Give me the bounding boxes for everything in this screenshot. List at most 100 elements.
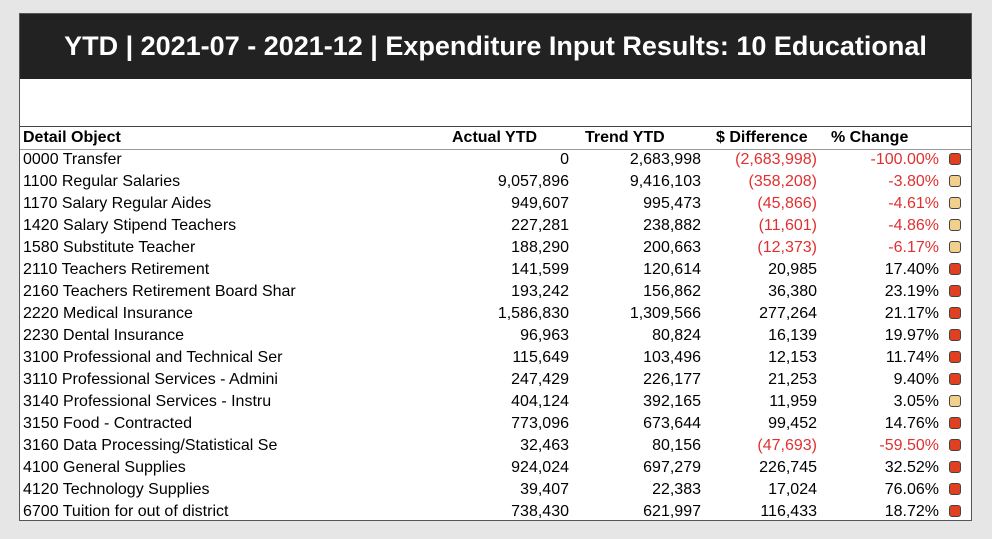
dollar-difference-cell: 11,959 xyxy=(769,393,817,410)
table-row: 3160 Data Processing/Statistical Se 32,46… xyxy=(20,435,971,457)
detail-object-cell: 3140 Professional Services - Instru xyxy=(23,393,272,410)
dollar-difference-cell: 16,139 xyxy=(768,327,817,344)
dollar-difference-cell: 20,985 xyxy=(768,261,817,278)
dollar-difference-cell: 226,745 xyxy=(759,459,817,476)
table-row: 1420 Salary Stipend Teachers 227,281 238,8… xyxy=(20,215,971,237)
actual-ytd-cell: 9,057,896 xyxy=(497,173,569,190)
detail-object-cell: 2160 Teachers Retirement Board Shar xyxy=(23,283,296,300)
table-body: 0000 Transfer 0 2,683,998 (2,683,998) -100.0… xyxy=(20,149,971,523)
detail-object-cell: 4120 Technology Supplies xyxy=(23,481,210,498)
status-indicator-icon xyxy=(949,153,961,165)
actual-ytd-cell: 39,407 xyxy=(520,481,569,498)
actual-ytd-cell: 32,463 xyxy=(520,437,569,454)
table-row: 4120 Technology Supplies 39,407 22,383 17,0… xyxy=(20,479,971,501)
header-detail-object: Detail Object xyxy=(23,129,121,146)
status-indicator-icon xyxy=(949,395,961,407)
detail-object-cell: 2110 Teachers Retirement xyxy=(23,261,210,278)
status-indicator-icon xyxy=(949,263,961,275)
table-row: 6700 Tuition for out of district 738,430 6… xyxy=(20,501,971,523)
table-row: 1580 Substitute Teacher 188,290 200,663 (12… xyxy=(20,237,971,259)
dollar-difference-cell: (358,208) xyxy=(748,173,818,190)
table-row: 2110 Teachers Retirement 141,599 120,614 20… xyxy=(20,259,971,281)
percent-change-cell: 3.05% xyxy=(893,393,939,410)
actual-ytd-cell: 0 xyxy=(560,151,569,168)
trend-ytd-cell: 621,997 xyxy=(643,503,701,520)
actual-ytd-cell: 404,124 xyxy=(511,393,569,410)
detail-object-cell: 3100 Professional and Technical Ser xyxy=(23,349,283,366)
detail-object-cell: 1170 Salary Regular Aides xyxy=(23,195,212,212)
status-indicator-icon xyxy=(949,329,961,341)
status-indicator-icon xyxy=(949,483,961,495)
dollar-difference-cell: (11,601) xyxy=(758,217,817,234)
dollar-difference-cell: (45,866) xyxy=(757,195,817,212)
actual-ytd-cell: 924,024 xyxy=(511,459,569,476)
dollar-difference-cell: (2,683,998) xyxy=(735,151,817,168)
dollar-difference-cell: (12,373) xyxy=(757,239,817,256)
trend-ytd-cell: 392,165 xyxy=(643,393,701,410)
actual-ytd-cell: 141,599 xyxy=(511,261,569,278)
trend-ytd-cell: 22,383 xyxy=(652,481,701,498)
expenditure-report: YTD | 2021-07 - 2021-12 | Expenditure In… xyxy=(19,13,972,521)
trend-ytd-cell: 80,824 xyxy=(652,327,701,344)
trend-ytd-cell: 697,279 xyxy=(643,459,701,476)
detail-object-cell: 2220 Medical Insurance xyxy=(23,305,193,322)
dollar-difference-cell: (47,693) xyxy=(757,437,817,454)
status-indicator-icon xyxy=(949,197,961,209)
detail-object-cell: 3110 Professional Services - Admini xyxy=(23,371,278,388)
dollar-difference-cell: 99,452 xyxy=(768,415,817,432)
table-row: 2220 Medical Insurance 1,586,830 1,309,566… xyxy=(20,303,971,325)
trend-ytd-cell: 200,663 xyxy=(643,239,701,256)
report-title: YTD | 2021-07 - 2021-12 | Expenditure In… xyxy=(20,14,971,79)
percent-change-cell: 76.06% xyxy=(884,481,939,498)
detail-object-cell: 3160 Data Processing/Statistical Se xyxy=(23,437,278,454)
actual-ytd-cell: 1,586,830 xyxy=(497,305,569,322)
percent-change-cell: -3.80% xyxy=(888,173,939,190)
status-indicator-icon xyxy=(949,219,961,231)
detail-object-cell: 1100 Regular Salaries xyxy=(23,173,181,190)
percent-change-cell: 14.76% xyxy=(884,415,939,432)
status-indicator-icon xyxy=(949,505,961,517)
header-dollar-difference: $ Difference xyxy=(716,129,808,146)
dollar-difference-cell: 116,433 xyxy=(760,503,817,520)
percent-change-cell: 17.40% xyxy=(884,261,939,278)
actual-ytd-cell: 738,430 xyxy=(511,503,569,520)
detail-object-cell: 4100 General Supplies xyxy=(23,459,186,476)
actual-ytd-cell: 773,096 xyxy=(511,415,569,432)
dollar-difference-cell: 12,153 xyxy=(768,349,817,366)
status-indicator-icon xyxy=(949,241,961,253)
detail-object-cell: 2230 Dental Insurance xyxy=(23,327,184,344)
detail-object-cell: 1580 Substitute Teacher xyxy=(23,239,196,256)
trend-ytd-cell: 995,473 xyxy=(643,195,701,212)
table-row: 2160 Teachers Retirement Board Shar 193,2… xyxy=(20,281,971,303)
trend-ytd-cell: 103,496 xyxy=(643,349,701,366)
table-row: 1100 Regular Salaries 9,057,896 9,416,103 (… xyxy=(20,171,971,193)
status-indicator-icon xyxy=(949,175,961,187)
trend-ytd-cell: 2,683,998 xyxy=(629,151,701,168)
dollar-difference-cell: 21,253 xyxy=(768,371,817,388)
percent-change-cell: -4.61% xyxy=(888,195,939,212)
trend-ytd-cell: 9,416,103 xyxy=(629,173,701,190)
status-indicator-icon xyxy=(949,307,961,319)
actual-ytd-cell: 188,290 xyxy=(511,239,569,256)
status-indicator-icon xyxy=(949,439,961,451)
trend-ytd-cell: 156,862 xyxy=(643,283,701,300)
status-indicator-icon xyxy=(949,461,961,473)
trend-ytd-cell: 226,177 xyxy=(643,371,701,388)
table-row: 3110 Professional Services - Admini 247,4… xyxy=(20,369,971,391)
status-indicator-icon xyxy=(949,285,961,297)
table-row: 3150 Food - Contracted 773,096 673,644 99,4… xyxy=(20,413,971,435)
percent-change-cell: -100.00% xyxy=(870,151,940,168)
percent-change-cell: -59.50% xyxy=(879,437,939,454)
header-percent-change: % Change xyxy=(831,129,909,146)
trend-ytd-cell: 120,614 xyxy=(643,261,701,278)
header-actual-ytd: Actual YTD xyxy=(452,129,538,146)
table-header: Detail Object Actual YTD Trend YTD $ Dif… xyxy=(20,127,971,150)
percent-change-cell: -6.17% xyxy=(888,239,939,256)
actual-ytd-cell: 193,242 xyxy=(511,283,569,300)
detail-object-cell: 0000 Transfer xyxy=(23,151,122,168)
table-row: 2230 Dental Insurance 96,963 80,824 16,139 1… xyxy=(20,325,971,347)
actual-ytd-cell: 96,963 xyxy=(520,327,569,344)
percent-change-cell: 9.40% xyxy=(893,371,939,388)
detail-object-cell: 1420 Salary Stipend Teachers xyxy=(23,217,237,234)
trend-ytd-cell: 80,156 xyxy=(652,437,701,454)
